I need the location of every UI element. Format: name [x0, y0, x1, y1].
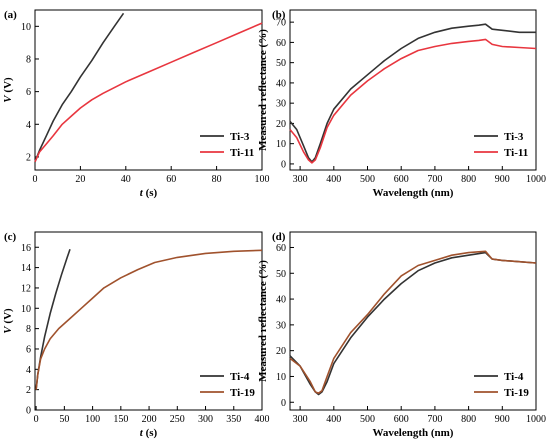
legend-entry: Ti-3	[230, 131, 250, 143]
plot-frame	[34, 231, 263, 411]
x-tick-label: 0	[33, 174, 38, 185]
x-tick-label: 300	[293, 414, 308, 425]
series-line-ti-3	[289, 23, 536, 163]
y-tick-label: 70	[276, 18, 286, 29]
legend-entry: Ti-11	[230, 147, 254, 159]
x-axis-label: Wavelength (nm)	[373, 187, 454, 199]
y-tick-label: 2	[26, 385, 31, 396]
y-axis-label: V (V)	[2, 77, 14, 103]
legend-entry: Ti-4	[504, 371, 524, 383]
y-tick-label: 10	[21, 304, 31, 315]
series-line-ti-19	[35, 249, 263, 390]
y-tick-label: 0	[281, 159, 286, 170]
y-axis-label: Measured reflectance (%)	[257, 260, 269, 382]
x-tick-label: 600	[394, 414, 409, 425]
series-line-ti-11	[34, 22, 263, 163]
y-tick-label: 10	[276, 139, 286, 150]
x-tick-label: 1000	[526, 174, 546, 185]
legend-entry: Ti-11	[504, 147, 528, 159]
x-tick-label: 300	[198, 414, 213, 425]
y-tick-label: 16	[21, 243, 31, 254]
y-tick-label: 60	[276, 243, 286, 254]
y-tick-label: 6	[26, 344, 31, 355]
y-tick-label: 0	[26, 406, 31, 417]
x-tick-label: 400	[255, 414, 270, 425]
y-tick-label: 10	[21, 22, 31, 33]
plot-frame	[34, 9, 263, 171]
series-line-ti-19	[289, 250, 537, 395]
x-tick-label: 40	[121, 174, 131, 185]
x-tick-label: 700	[427, 414, 442, 425]
x-axis-label: Wavelength (nm)	[373, 427, 454, 439]
y-tick-label: 20	[276, 119, 286, 130]
x-tick-label: 500	[360, 174, 375, 185]
x-tick-label: 250	[170, 414, 185, 425]
y-tick-label: 8	[26, 324, 31, 335]
x-tick-label: 600	[394, 174, 409, 185]
panel-label: (d)	[272, 231, 286, 243]
y-axis-label: Measured reflectance (%)	[257, 29, 269, 151]
x-tick-label: 400	[326, 174, 341, 185]
y-tick-label: 4	[26, 365, 31, 376]
chart-panel-3: 0 50 100 150 200 250 300 350 400 0 2 4 6 8 10 12 14 16 t (…	[2, 231, 270, 439]
x-tick-label: 0	[34, 414, 39, 425]
panel-label: (c)	[4, 231, 17, 243]
y-tick-label: 30	[276, 99, 286, 110]
x-tick-label: 800	[461, 174, 476, 185]
y-tick-label: 40	[276, 78, 286, 89]
legend-entry: Ti-4	[230, 371, 250, 383]
y-tick-label: 4	[26, 120, 31, 131]
y-tick-label: 0	[281, 398, 286, 409]
chart-panel-4: 300 400 500 600 700 800 900 1000 0 10 20 30 40 50 60 Wa…	[257, 231, 546, 439]
x-tick-label: 900	[495, 174, 510, 185]
plot-frame	[289, 231, 537, 411]
x-tick-label: 1000	[526, 414, 546, 425]
y-tick-label: 60	[276, 38, 286, 49]
y-tick-label: 8	[26, 54, 31, 65]
y-tick-label: 30	[276, 320, 286, 331]
y-axis-label: V (V)	[2, 308, 14, 334]
y-tick-label: 12	[21, 283, 31, 294]
x-tick-label: 300	[293, 174, 308, 185]
x-tick-label: 800	[461, 414, 476, 425]
x-axis-label: t (s)	[140, 427, 158, 439]
plot-frame	[289, 9, 537, 171]
x-tick-label: 150	[113, 414, 128, 425]
x-tick-label: 100	[85, 414, 100, 425]
x-tick-label: 500	[360, 414, 375, 425]
chart-panel-2: 300 400 500 600 700 800 900 1000 0 10 20 30 40 50 60 70…	[257, 9, 546, 199]
x-tick-label: 20	[75, 174, 85, 185]
x-tick-label: 700	[427, 174, 442, 185]
y-tick-label: 14	[21, 263, 31, 274]
x-tick-label: 350	[226, 414, 241, 425]
y-tick-label: 10	[276, 372, 286, 383]
x-tick-label: 900	[495, 414, 510, 425]
x-tick-label: 60	[166, 174, 176, 185]
legend-entry: Ti-19	[504, 387, 529, 399]
legend-entry: Ti-19	[230, 387, 255, 399]
y-tick-label: 50	[276, 269, 286, 280]
series-line-ti-4	[35, 249, 71, 390]
y-tick-label: 40	[276, 295, 286, 306]
y-tick-label: 6	[26, 87, 31, 98]
series-line-ti-3	[34, 12, 125, 163]
x-tick-label: 100	[255, 174, 270, 185]
series-line-ti-11	[289, 38, 537, 164]
x-tick-label: 200	[142, 414, 157, 425]
x-tick-label: 400	[326, 414, 341, 425]
panel-label: (b)	[272, 9, 286, 21]
y-tick-label: 2	[26, 152, 31, 163]
legend-entry: Ti-3	[504, 131, 524, 143]
x-axis-label: t (s)	[140, 187, 158, 199]
y-tick-label: 20	[276, 346, 286, 357]
series-line-ti-4	[289, 251, 537, 396]
panel-label: (a)	[4, 9, 17, 21]
x-tick-label: 80	[212, 174, 222, 185]
x-tick-label: 50	[59, 414, 69, 425]
y-tick-label: 50	[276, 58, 286, 69]
chart-panel-1: 0 20 40 60 80 100 2 4 6 8 10 t (s) V (V) (a) Ti-3 Ti-11	[2, 9, 270, 199]
